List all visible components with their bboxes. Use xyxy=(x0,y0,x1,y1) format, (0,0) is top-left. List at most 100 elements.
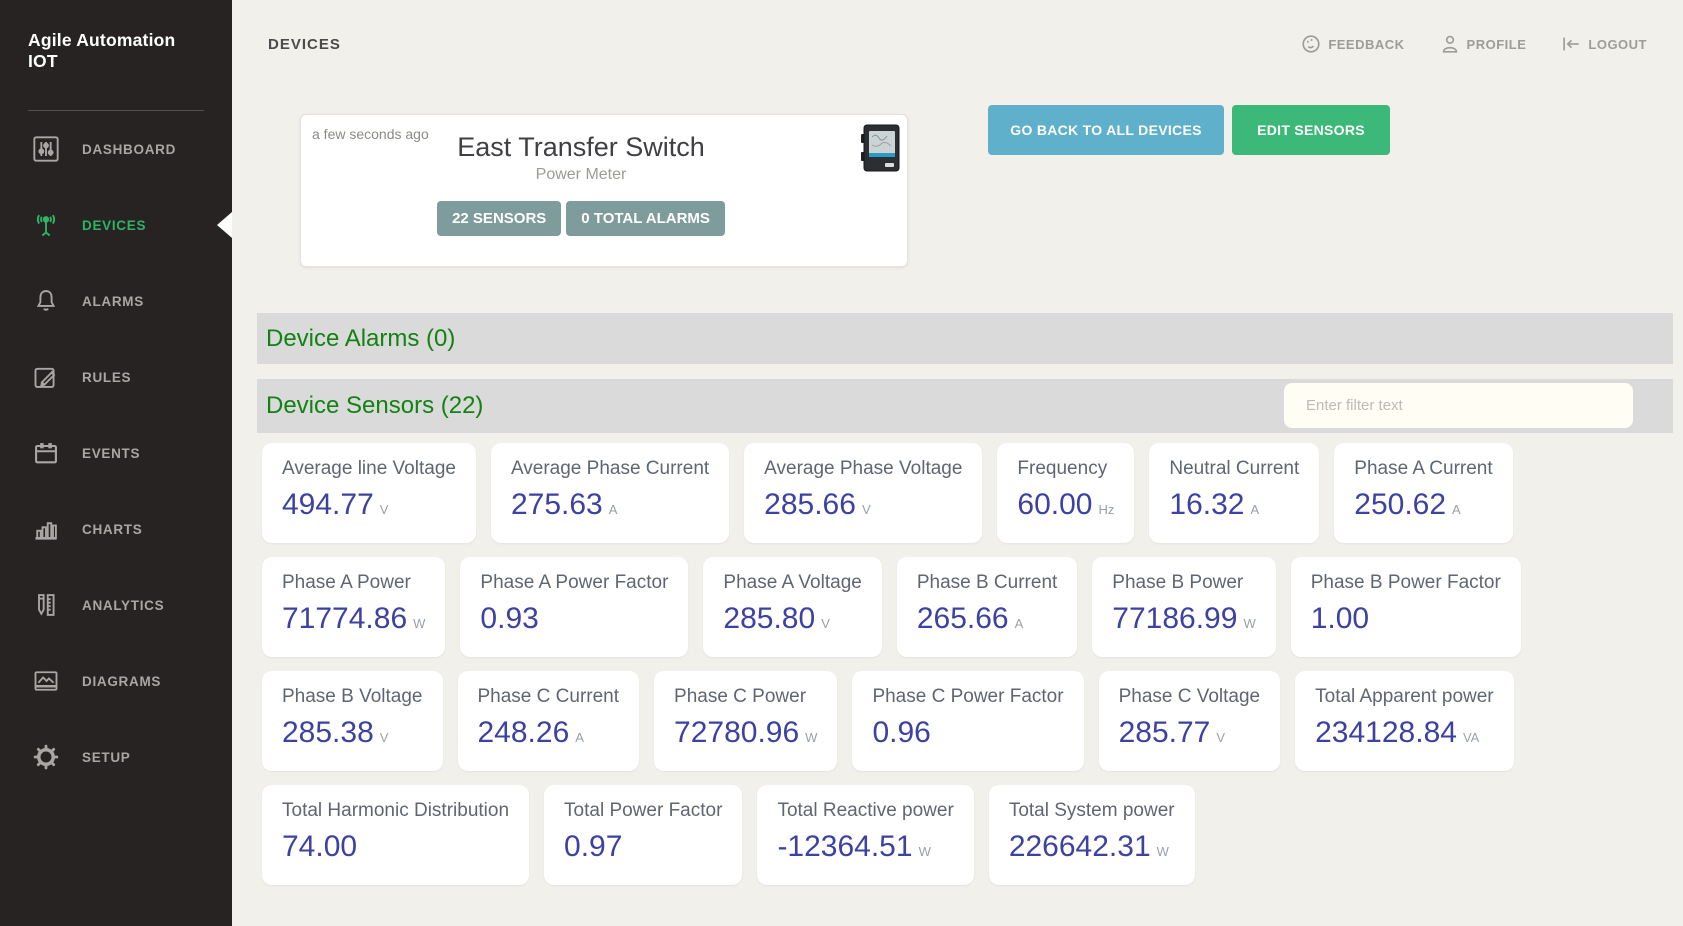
sidebar-nav: DASHBOARD DEVICES ALARMS xyxy=(0,111,232,795)
sensor-value: 0.93 xyxy=(480,602,539,635)
sensor-unit: V xyxy=(379,730,389,745)
sensor-card: Phase A Current 250.62 A xyxy=(1334,443,1513,543)
sensor-card: Total Harmonic Distribution 74.00 xyxy=(262,785,530,885)
sensor-value: 234128.84 xyxy=(1315,716,1457,749)
sensor-card: Phase A Power 71774.86 W xyxy=(262,557,446,657)
header-links: FEEDBACK PROFILE LOGOUT xyxy=(1300,0,1647,88)
sensor-label: Phase A Voltage xyxy=(723,572,862,593)
sensor-value: 16.32 xyxy=(1169,488,1245,521)
sensor-label: Phase A Power xyxy=(282,572,411,593)
sensor-label: Total System power xyxy=(1008,800,1175,821)
sensor-card: Neutral Current 16.32 A xyxy=(1149,443,1320,543)
sensor-card: Average Phase Current 275.63 A xyxy=(490,443,730,543)
sensor-unit: W xyxy=(1156,844,1169,859)
filter-input[interactable] xyxy=(1284,383,1633,428)
sensor-unit: W xyxy=(805,730,818,745)
device-alarms-title: Device Alarms (0) xyxy=(266,324,456,352)
go-back-button[interactable]: GO BACK TO ALL DEVICES xyxy=(988,105,1224,155)
sidebar-item-label: DEVICES xyxy=(82,217,147,233)
device-type: Power Meter xyxy=(535,166,627,183)
sensor-row: Average line Voltage 494.77 V Average Phase… xyxy=(262,443,1522,543)
sensor-label: Phase B Power Factor xyxy=(1310,572,1501,593)
sidebar-item-setup[interactable]: SETUP xyxy=(0,719,232,795)
sensor-value: 248.26 xyxy=(477,716,570,749)
sensor-unit: VA xyxy=(1462,730,1480,745)
sensor-unit: V xyxy=(821,616,830,631)
sensor-value: 60.00 xyxy=(1017,488,1093,521)
sensor-label: Phase C Voltage xyxy=(1118,686,1261,707)
sensor-value: 494.77 xyxy=(282,488,374,521)
sensor-value: 0.97 xyxy=(564,830,623,863)
sidebar-item-label: DIAGRAMS xyxy=(82,673,162,689)
sensor-value: 77186.99 xyxy=(1112,602,1238,635)
sidebar-item-label: DASHBOARD xyxy=(82,141,177,157)
feedback-link[interactable]: FEEDBACK xyxy=(1300,33,1404,55)
sensor-label: Average Phase Current xyxy=(510,458,710,479)
rules-icon xyxy=(30,363,62,391)
sensor-label: Total Apparent power xyxy=(1315,686,1494,707)
sensor-label: Phase B Current xyxy=(916,572,1058,593)
device-name: East Transfer Switch xyxy=(457,132,705,162)
sensor-label: Average line Voltage xyxy=(282,458,456,479)
sidebar-item-label: EVENTS xyxy=(82,445,141,461)
sidebar: Agile Automation IOT DASHBOARD xyxy=(0,0,232,926)
edit-sensors-button[interactable]: EDIT SENSORS xyxy=(1232,105,1390,155)
sensor-card: Phase B Power 77186.99 W xyxy=(1092,557,1276,657)
dashboard-icon xyxy=(30,135,62,163)
sensor-value: 285.80 xyxy=(723,602,816,635)
sensor-label: Average Phase Voltage xyxy=(764,458,963,479)
sensor-label: Phase C Power Factor xyxy=(872,686,1064,707)
brand: Agile Automation IOT xyxy=(28,30,176,71)
device-card-inner: East Transfer Switch Power Meter 22 SENS… xyxy=(301,115,861,266)
sensor-row: Phase A Power 71774.86 W Phase A Power Fact… xyxy=(262,557,1522,657)
sensor-label: Total Power Factor xyxy=(564,800,723,821)
events-icon xyxy=(30,439,62,467)
main-content: DEVICES FEEDBACK PROFILE xyxy=(232,0,1683,926)
sensor-label: Total Harmonic Distribution xyxy=(282,800,510,821)
sensor-unit: A xyxy=(1452,502,1461,517)
sensor-label: Neutral Current xyxy=(1169,458,1300,479)
sidebar-item-dashboard[interactable]: DASHBOARD xyxy=(0,111,232,187)
sidebar-item-analytics[interactable]: ANALYTICS xyxy=(0,567,232,643)
devices-icon xyxy=(30,211,62,239)
sensor-unit: A xyxy=(1250,502,1260,517)
charts-icon xyxy=(30,515,62,543)
sensor-value: 285.38 xyxy=(282,716,374,749)
device-sensors-section-header: Device Sensors (22) xyxy=(257,379,1673,433)
sensor-card: Phase A Voltage 285.80 V xyxy=(703,557,882,657)
sidebar-item-diagrams[interactable]: DIAGRAMS xyxy=(0,643,232,719)
sidebar-item-events[interactable]: EVENTS xyxy=(0,415,232,491)
sidebar-item-label: ALARMS xyxy=(82,293,144,309)
device-sensors-title: Device Sensors (22) xyxy=(266,392,484,419)
sensor-label: Phase B Power xyxy=(1112,572,1244,593)
device-alarms-section-header: Device Alarms (0) xyxy=(257,313,1673,364)
sensor-value: 275.63 xyxy=(510,488,603,521)
sensor-value: 285.77 xyxy=(1118,716,1211,749)
logout-icon xyxy=(1560,33,1582,55)
sensor-card: Total Power Factor 0.97 xyxy=(544,785,743,885)
sidebar-item-label: CHARTS xyxy=(82,521,143,537)
sensor-row: Phase B Voltage 285.38 V Phase C Current 248… xyxy=(262,671,1522,771)
sensor-value: 265.66 xyxy=(916,602,1009,635)
sensor-card: Phase C Current 248.26 A xyxy=(457,671,640,771)
sensor-label: Frequency xyxy=(1017,458,1108,479)
sensor-unit: W xyxy=(918,844,931,859)
sidebar-item-devices[interactable]: DEVICES xyxy=(0,187,232,263)
sidebar-item-alarms[interactable]: ALARMS xyxy=(0,263,232,339)
sensor-card: Phase C Power 72780.96 W xyxy=(654,671,838,771)
sidebar-item-label: SETUP xyxy=(82,749,131,765)
sensor-card: Total Reactive power -12364.51 W xyxy=(757,785,974,885)
sensor-grid: Average line Voltage 494.77 V Average Phase… xyxy=(262,443,1522,899)
sensor-value: 250.62 xyxy=(1354,488,1447,521)
sidebar-item-rules[interactable]: RULES xyxy=(0,339,232,415)
sensor-unit: V xyxy=(379,502,389,517)
sensor-label: Phase C Power xyxy=(674,686,807,707)
profile-icon xyxy=(1439,33,1461,55)
profile-link[interactable]: PROFILE xyxy=(1439,33,1527,55)
device-image xyxy=(861,124,901,172)
sensor-value: 1.00 xyxy=(1310,602,1370,635)
sensor-label: Phase B Voltage xyxy=(282,686,423,707)
logout-link[interactable]: LOGOUT xyxy=(1560,33,1647,55)
sensor-unit: Hz xyxy=(1098,502,1115,517)
sidebar-item-charts[interactable]: CHARTS xyxy=(0,491,232,567)
